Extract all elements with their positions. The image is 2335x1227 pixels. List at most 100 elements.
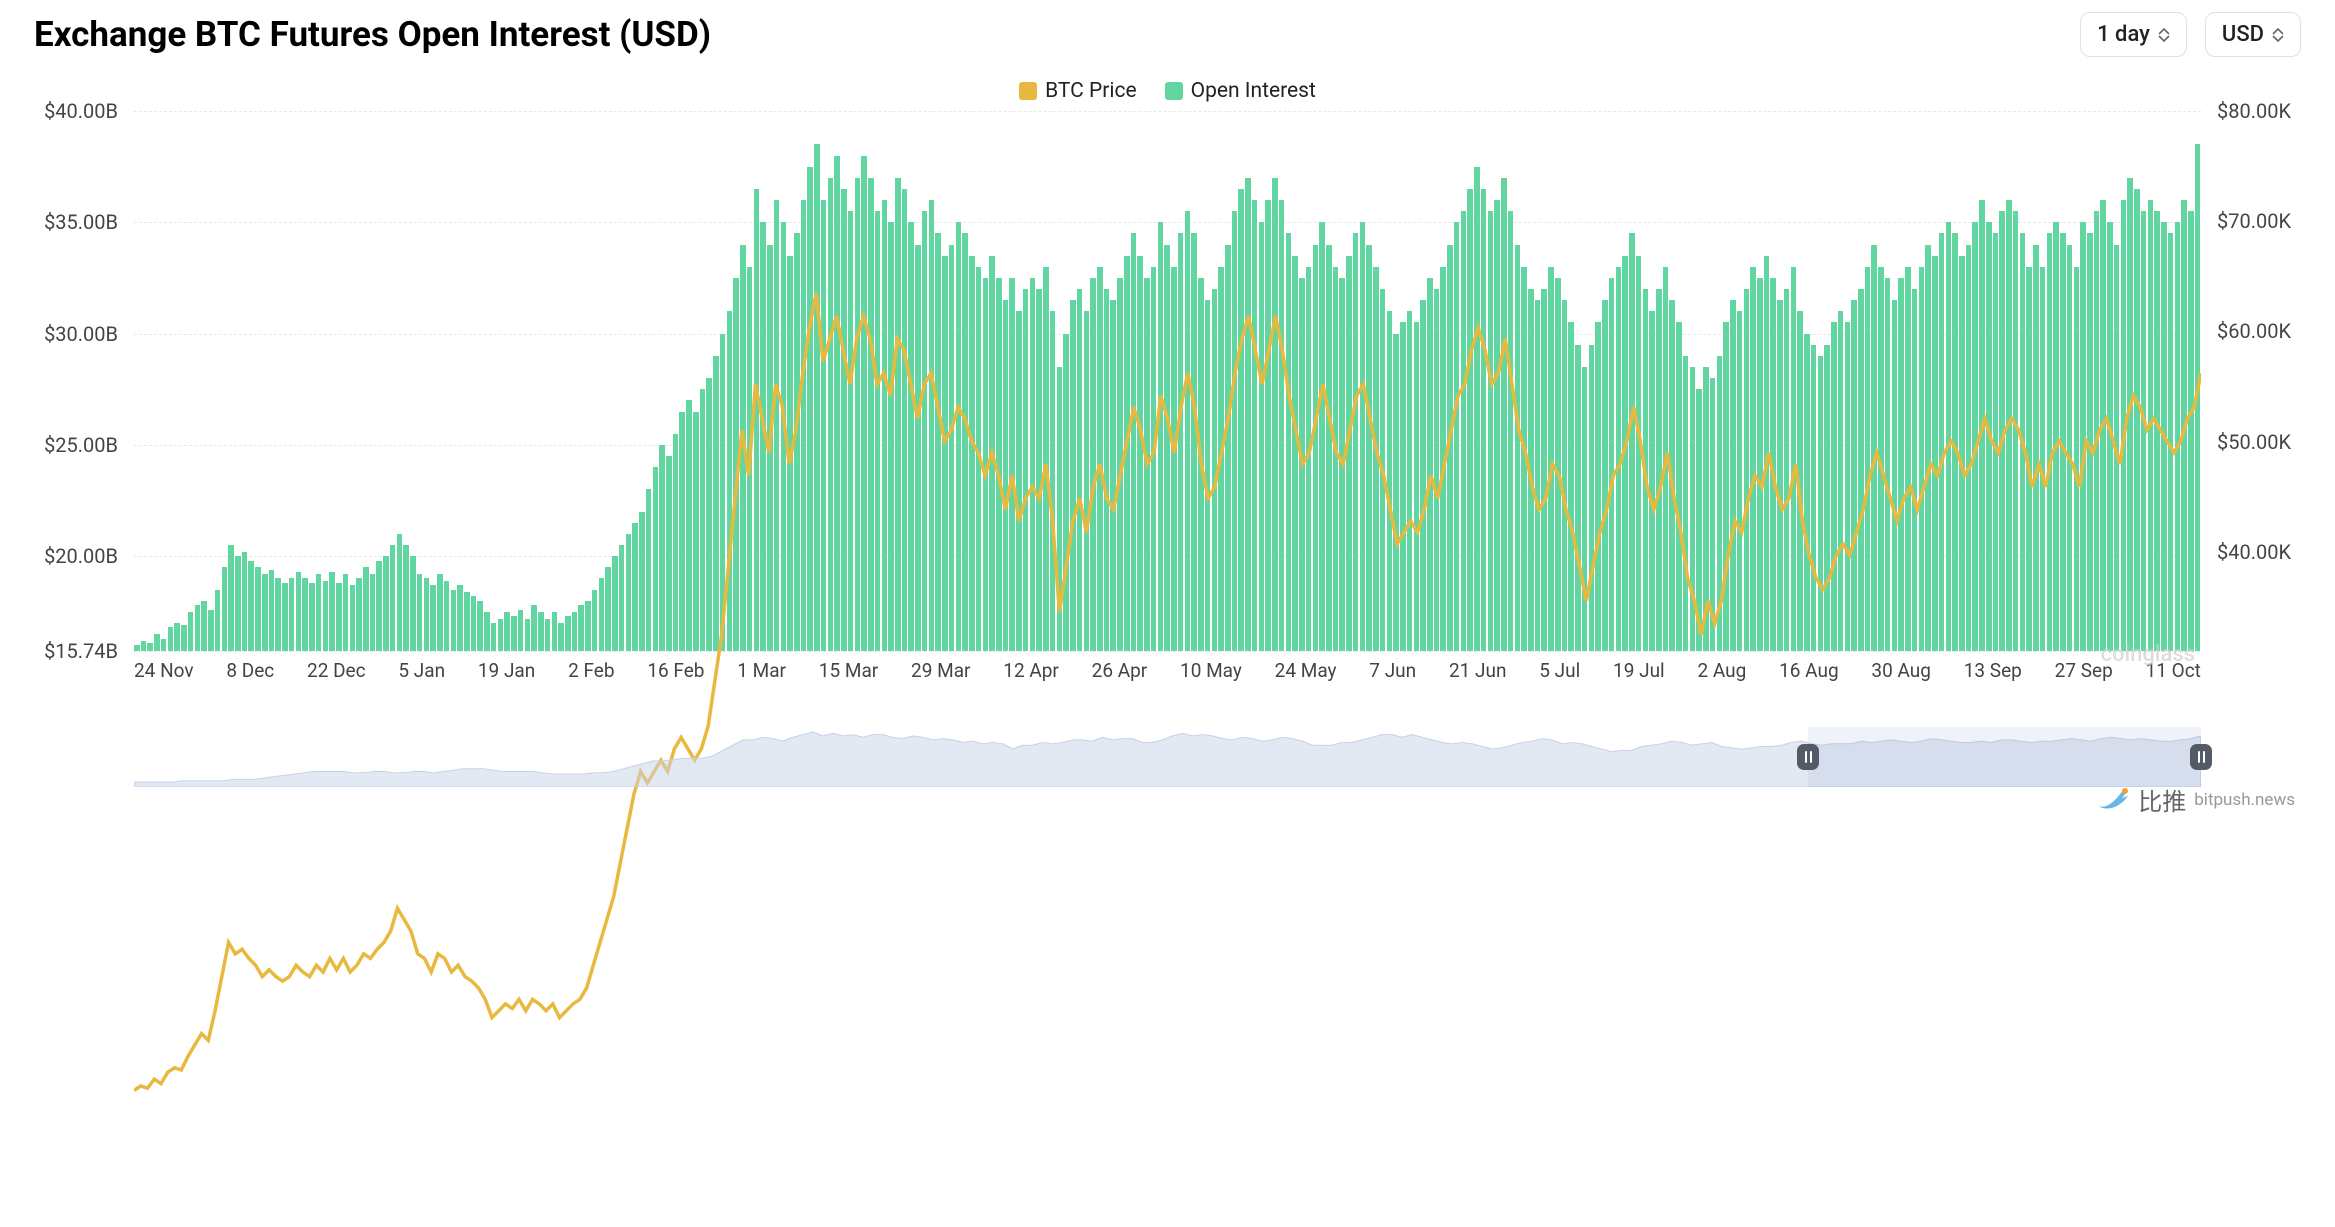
bar	[1919, 267, 1925, 651]
bar	[605, 567, 611, 651]
navigator-selection[interactable]	[1808, 727, 2201, 787]
bar	[1622, 256, 1628, 651]
bar	[484, 612, 490, 651]
bar	[1952, 233, 1958, 651]
bar	[1925, 245, 1931, 651]
bar	[1009, 278, 1015, 651]
bar	[188, 612, 194, 651]
legend-btc-price[interactable]: BTC Price	[1019, 79, 1137, 103]
plot-region[interactable]	[134, 111, 2201, 651]
bar	[1568, 322, 1574, 651]
navigator-handle-right[interactable]	[2190, 744, 2212, 770]
bar	[275, 578, 281, 651]
bar	[1110, 300, 1116, 651]
bar	[1515, 245, 1521, 651]
bar	[2087, 233, 2093, 651]
navigator-handle-left[interactable]	[1797, 744, 1819, 770]
bar	[1339, 278, 1345, 651]
x-tick: 5 Jul	[1539, 659, 1580, 682]
currency-dropdown[interactable]: USD	[2205, 12, 2301, 57]
y-left-tick: $40.00B	[44, 99, 118, 123]
bar	[1757, 278, 1763, 651]
legend-open-interest[interactable]: Open Interest	[1165, 79, 1316, 103]
bar	[1171, 267, 1177, 651]
bar	[1959, 256, 1965, 651]
bar	[787, 256, 793, 651]
y-right-tick: $50.00K	[2217, 430, 2291, 454]
bar	[828, 178, 834, 651]
x-tick: 2 Feb	[568, 659, 614, 682]
bar	[1501, 178, 1507, 651]
bar	[1467, 189, 1473, 651]
chevron-updown-icon	[2272, 28, 2284, 42]
bar	[2107, 222, 2113, 651]
bar	[821, 200, 827, 651]
bar	[1555, 278, 1561, 651]
x-tick: 8 Dec	[226, 659, 274, 682]
bar	[996, 278, 1002, 651]
legend-open-interest-label: Open Interest	[1191, 79, 1316, 103]
bar	[1966, 245, 1972, 651]
bar	[801, 200, 807, 651]
chevron-updown-icon	[2158, 28, 2170, 42]
bar	[2060, 233, 2066, 651]
y-right-tick: $60.00K	[2217, 319, 2291, 343]
bar	[1299, 278, 1305, 651]
bar	[1541, 289, 1547, 651]
bar	[1380, 289, 1386, 651]
bar	[1440, 267, 1446, 651]
bar	[740, 245, 746, 651]
bar	[323, 581, 329, 651]
bar	[1326, 245, 1332, 651]
bar	[336, 583, 342, 651]
bar	[1562, 300, 1568, 651]
bar	[1885, 278, 1891, 651]
bar	[2067, 245, 2073, 651]
bar	[922, 211, 928, 651]
interval-dropdown[interactable]: 1 day	[2080, 12, 2187, 57]
bar	[774, 200, 780, 651]
bar	[1589, 345, 1595, 651]
bar	[343, 574, 349, 651]
bar	[1696, 389, 1702, 651]
bar	[1050, 311, 1056, 651]
bar	[882, 200, 888, 651]
bar	[592, 590, 598, 651]
bar	[242, 552, 248, 651]
bar	[565, 616, 571, 651]
bar	[1488, 211, 1494, 651]
bar	[1400, 322, 1406, 651]
bar	[2195, 144, 2201, 651]
bar	[1750, 267, 1756, 651]
bar	[1838, 311, 1844, 651]
bar	[558, 623, 564, 651]
bar	[1770, 278, 1776, 651]
bar	[2074, 267, 2080, 651]
y-right-tick: $70.00K	[2217, 209, 2291, 233]
bar	[1036, 289, 1042, 651]
bar	[868, 178, 874, 651]
bar	[154, 634, 160, 651]
bar	[935, 233, 941, 651]
bar	[1616, 267, 1622, 651]
bar	[875, 211, 881, 651]
bar	[255, 567, 261, 651]
watermark: coinglass	[2101, 642, 2195, 667]
bar	[1851, 300, 1857, 651]
bar	[195, 605, 201, 651]
bar	[1178, 233, 1184, 651]
attribution-cn: 比推	[2138, 782, 2186, 817]
x-tick: 1 Mar	[737, 659, 786, 682]
bar	[902, 189, 908, 651]
bar	[215, 590, 221, 651]
bar	[794, 233, 800, 651]
bar	[1811, 345, 1817, 651]
bar	[2148, 200, 2154, 651]
range-navigator[interactable]	[134, 727, 2201, 787]
bar	[2114, 245, 2120, 651]
bar	[1319, 222, 1325, 651]
bar	[1117, 278, 1123, 651]
x-tick: 30 Aug	[1871, 659, 1931, 682]
bar	[2175, 222, 2181, 651]
bar	[1858, 289, 1864, 651]
